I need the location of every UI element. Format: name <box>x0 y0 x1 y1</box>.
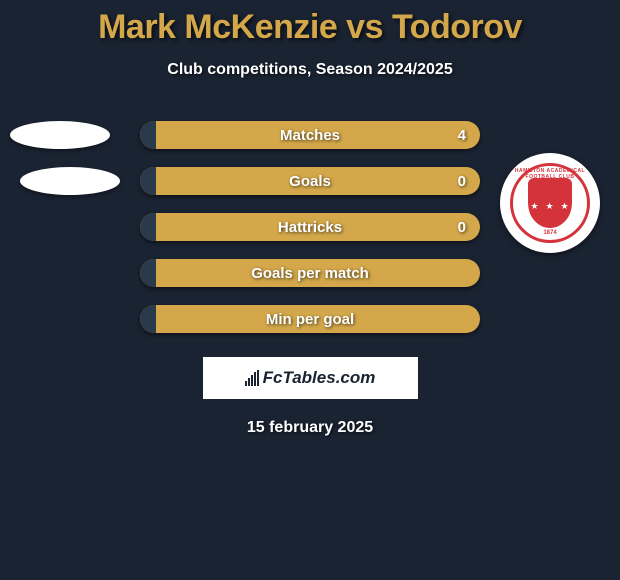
star-icon: ★ <box>531 202 540 211</box>
stat-value: 4 <box>458 127 466 144</box>
stat-label: Min per goal <box>266 311 354 328</box>
stat-row: Matches 4 <box>0 121 620 149</box>
stat-value: 0 <box>458 173 466 190</box>
page-title: Mark McKenzie vs Todorov <box>0 8 620 47</box>
stat-row: Min per goal <box>0 305 620 333</box>
stat-label: Hattricks <box>278 219 342 236</box>
stat-bar-goals-per-match: Goals per match <box>140 259 480 287</box>
star-icon: ★ <box>561 202 570 211</box>
bar-left-cap <box>140 213 156 241</box>
stat-bar-matches: Matches 4 <box>140 121 480 149</box>
stat-value: 0 <box>458 219 466 236</box>
date-label: 15 february 2025 <box>0 419 620 437</box>
stat-row: Goals 0 <box>0 167 620 195</box>
star-icon: ★ <box>546 202 555 211</box>
stat-bar-goals: Goals 0 <box>140 167 480 195</box>
bar-chart-icon <box>245 370 259 386</box>
stat-row: Hattricks 0 <box>0 213 620 241</box>
stat-row: Goals per match <box>0 259 620 287</box>
stat-label: Matches <box>280 127 340 144</box>
stat-bar-min-per-goal: Min per goal <box>140 305 480 333</box>
stat-rows: Matches 4 Goals 0 Hattricks 0 <box>0 121 620 333</box>
stat-label: Goals <box>289 173 331 190</box>
infographic-container: Mark McKenzie vs Todorov Club competitio… <box>0 0 620 437</box>
bar-left-cap <box>140 305 156 333</box>
watermark-text: FcTables.com <box>263 368 376 388</box>
stats-area: HAMILTON ACADEMICAL FOOTBALL CLUB ★ ★ ★ … <box>0 121 620 333</box>
bar-left-cap <box>140 259 156 287</box>
bar-left-cap <box>140 167 156 195</box>
bar-left-cap <box>140 121 156 149</box>
stat-label: Goals per match <box>251 265 369 282</box>
subtitle: Club competitions, Season 2024/2025 <box>0 61 620 79</box>
watermark: FcTables.com <box>203 357 418 399</box>
stat-bar-hattricks: Hattricks 0 <box>140 213 480 241</box>
